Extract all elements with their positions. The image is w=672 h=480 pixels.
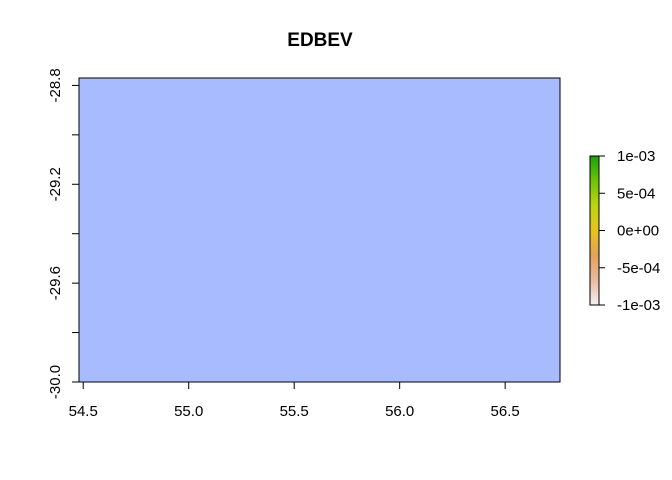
- raster-fill: [79, 78, 560, 382]
- legend-tick-label: 5e-04: [617, 185, 655, 202]
- x-axis: 54.5 55.0 55.5 56.0 56.5: [69, 381, 520, 420]
- legend-tick-label: -1e-03: [617, 297, 660, 314]
- x-tick-label: 54.5: [69, 403, 98, 420]
- y-tick-label: -29.2: [47, 167, 64, 201]
- y-tick-label: -28.8: [47, 68, 64, 102]
- y-tick-label: -30.0: [47, 365, 64, 399]
- y-axis: -28.8 -29.2 -29.6 -30.0: [47, 68, 80, 399]
- y-tick-label: -29.6: [47, 266, 64, 300]
- legend-tick-label: -5e-04: [617, 260, 660, 277]
- legend-tick-label: 1e-03: [617, 148, 655, 165]
- chart-title: EDBEV: [287, 30, 353, 51]
- x-tick-label: 56.5: [491, 403, 520, 420]
- x-tick-label: 56.0: [385, 403, 414, 420]
- legend-ticks: 1e-03 5e-04 0e+00 -5e-04 -1e-03: [599, 148, 660, 314]
- legend-color-bar: [590, 156, 599, 305]
- x-tick-label: 55.5: [280, 403, 309, 420]
- legend-tick-label: 0e+00: [617, 223, 659, 240]
- x-tick-label: 55.0: [174, 403, 203, 420]
- color-legend: 1e-03 5e-04 0e+00 -5e-04 -1e-03: [589, 148, 660, 314]
